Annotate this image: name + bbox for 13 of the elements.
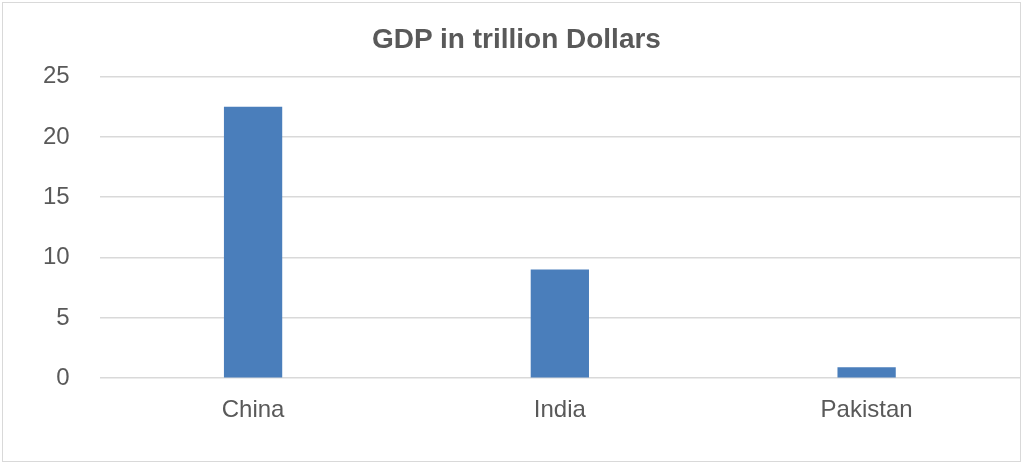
chart-title: GDP in trillion Dollars [372, 22, 661, 54]
y-tick-label: 10 [42, 242, 70, 270]
y-tick-label: 25 [42, 61, 70, 89]
x-tick-label: Pakistan [820, 395, 913, 423]
x-tick-label: India [533, 395, 587, 423]
y-tick-label: 20 [42, 121, 70, 149]
bar [837, 367, 896, 378]
bar [530, 269, 589, 378]
bar [223, 106, 283, 378]
y-tick-label: 15 [42, 181, 70, 209]
x-tick-label: China [221, 395, 286, 423]
y-tick-label: 5 [56, 302, 70, 330]
y-tick-label: 0 [56, 362, 70, 390]
